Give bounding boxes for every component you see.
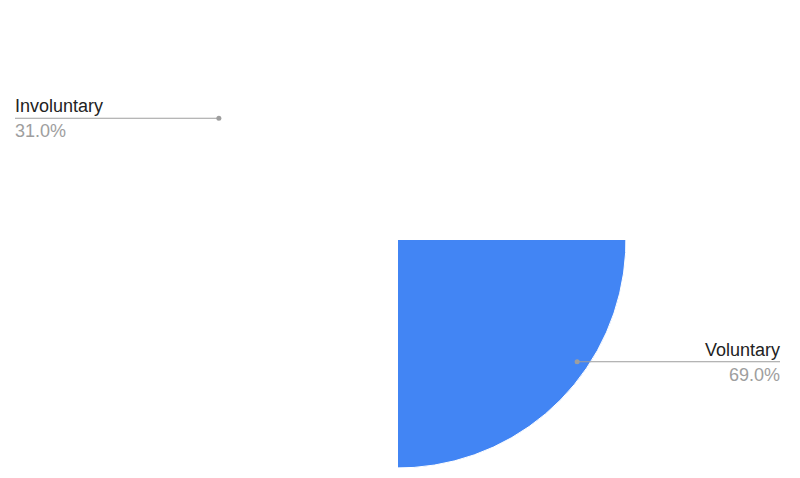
leader-line bbox=[15, 118, 219, 119]
labels: Voluntary 69.0% Involuntary 31.0% bbox=[15, 96, 780, 384]
leader-line bbox=[577, 361, 780, 362]
slice-label: Involuntary bbox=[15, 96, 103, 116]
leader-dot bbox=[575, 359, 580, 364]
leader-dot bbox=[216, 116, 221, 121]
data-label: 31.0% bbox=[15, 121, 66, 141]
slice-label: Voluntary bbox=[705, 340, 780, 360]
chart: Voluntary 69.0% Involuntary 31.0% bbox=[0, 0, 800, 478]
slices bbox=[398, 240, 626, 468]
pie-slice bbox=[398, 240, 626, 468]
data-label: 69.0% bbox=[729, 365, 780, 385]
